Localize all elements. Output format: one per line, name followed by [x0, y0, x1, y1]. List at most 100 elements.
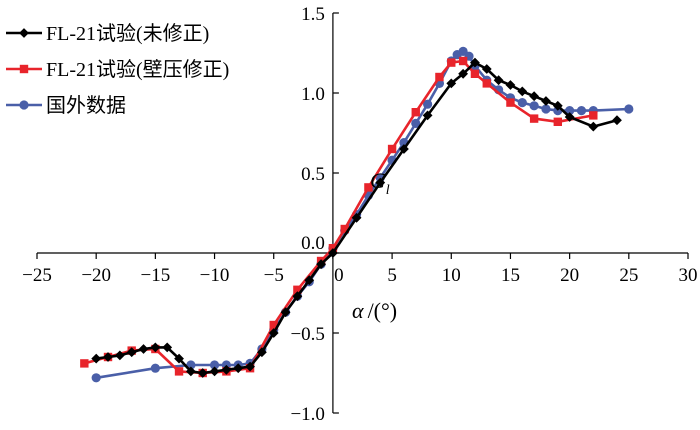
legend-swatch-marker: [19, 64, 29, 74]
x-tick-label: 5: [387, 265, 397, 286]
data-point: [340, 224, 349, 234]
data-point: [541, 104, 551, 114]
data-point: [351, 212, 362, 223]
data-point: [185, 366, 196, 377]
data-point: [552, 100, 563, 111]
data-point: [269, 320, 278, 330]
x-tick-label: −20: [81, 265, 111, 286]
data-point: [470, 57, 480, 68]
series-3: [91, 46, 634, 383]
axes: −25 −20 −15 −10 −5 0 5 10 15 20 25 30 −1.0 −0.5 0.0 0.5…: [22, 4, 697, 425]
data-point: [150, 363, 160, 373]
data-point: [293, 285, 302, 294]
y-tick-label: 0.5: [301, 164, 325, 185]
data-point: [162, 342, 173, 353]
data-point: [624, 104, 634, 114]
series-1: [91, 57, 622, 378]
data-point: [493, 75, 504, 86]
legend-swatch-marker: [19, 100, 29, 110]
data-point: [576, 106, 587, 116]
data-point: [268, 328, 279, 338]
data-point: [328, 248, 338, 258]
data-point: [529, 91, 540, 102]
data-point: [280, 307, 291, 318]
x-tick-label: 30: [679, 265, 698, 286]
y-axis-label: Cl: [370, 168, 390, 198]
data-point: [541, 96, 551, 106]
data-point: [505, 80, 516, 90]
y-axis-label-subscript: l: [386, 183, 390, 198]
legend-item: FL-21试验(壁压修正): [6, 58, 229, 81]
data-point: [411, 108, 420, 117]
data-point: [482, 79, 491, 88]
series-2: [80, 56, 598, 378]
series-line: [84, 59, 594, 375]
data-point: [292, 291, 303, 302]
legend-label: FL-21试验(壁压修正): [46, 58, 229, 81]
data-point: [506, 98, 515, 107]
data-point: [481, 64, 492, 74]
y-tick-label: 1.0: [301, 84, 325, 105]
data-point: [588, 121, 599, 132]
data-point: [197, 368, 208, 378]
data-point: [174, 367, 184, 376]
data-point: [304, 275, 315, 286]
legend-item: 国外数据: [6, 94, 126, 117]
x-tick-label: −10: [200, 265, 230, 286]
data-point: [564, 112, 575, 122]
data-point: [209, 360, 220, 370]
series-layer: [80, 46, 634, 383]
legend-label: 国外数据: [46, 94, 126, 117]
x-tick-label: 15: [501, 265, 520, 286]
data-point: [233, 363, 244, 374]
x-tick-label: −15: [141, 265, 171, 286]
data-point: [245, 361, 255, 372]
legend-item: FL-21试验(未修正): [6, 22, 209, 45]
x-axis-label-symbol: α: [352, 298, 364, 323]
data-point: [435, 72, 444, 82]
data-point: [565, 106, 575, 116]
data-point: [103, 352, 113, 362]
data-point: [517, 98, 527, 108]
data-point: [221, 364, 232, 375]
data-point: [553, 117, 562, 126]
data-point: [423, 99, 433, 109]
y-tick-label: 1.5: [301, 4, 325, 25]
data-point: [529, 101, 539, 111]
y-tick-label: −1.0: [290, 404, 324, 425]
data-point: [375, 177, 386, 188]
y-tick-label: 0.0: [301, 233, 325, 254]
data-point: [422, 110, 433, 121]
x-tick-label: 10: [442, 265, 461, 286]
x-tick-label: 0: [334, 265, 344, 286]
data-point: [387, 144, 397, 154]
data-point: [589, 111, 598, 120]
x-tick-label: 20: [560, 265, 579, 286]
data-point: [80, 359, 89, 368]
data-point: [612, 115, 622, 126]
data-point: [458, 56, 468, 66]
data-point: [517, 86, 528, 97]
data-point: [91, 353, 102, 364]
data-point: [529, 114, 539, 123]
data-point: [399, 144, 409, 154]
data-point: [138, 344, 149, 354]
data-point: [447, 58, 456, 67]
legend: FL-21试验(未修正) FL-21试验(壁压修正) 国外数据: [6, 22, 229, 117]
x-tick-label: −25: [22, 265, 52, 286]
data-point: [316, 259, 326, 270]
data-point: [150, 342, 161, 353]
data-point: [91, 373, 101, 383]
data-point: [126, 347, 137, 358]
y-tick-label: −0.5: [290, 324, 324, 345]
legend-swatch-marker: [19, 28, 29, 38]
data-point: [174, 353, 184, 364]
data-point: [256, 347, 267, 358]
data-point: [364, 183, 373, 192]
legend-label: FL-21试验(未修正): [46, 22, 209, 45]
x-axis-label: α/(°): [352, 298, 397, 323]
x-axis-label-unit: /(°): [368, 298, 398, 323]
x-tick-label: 25: [619, 265, 638, 286]
data-point: [209, 366, 220, 377]
